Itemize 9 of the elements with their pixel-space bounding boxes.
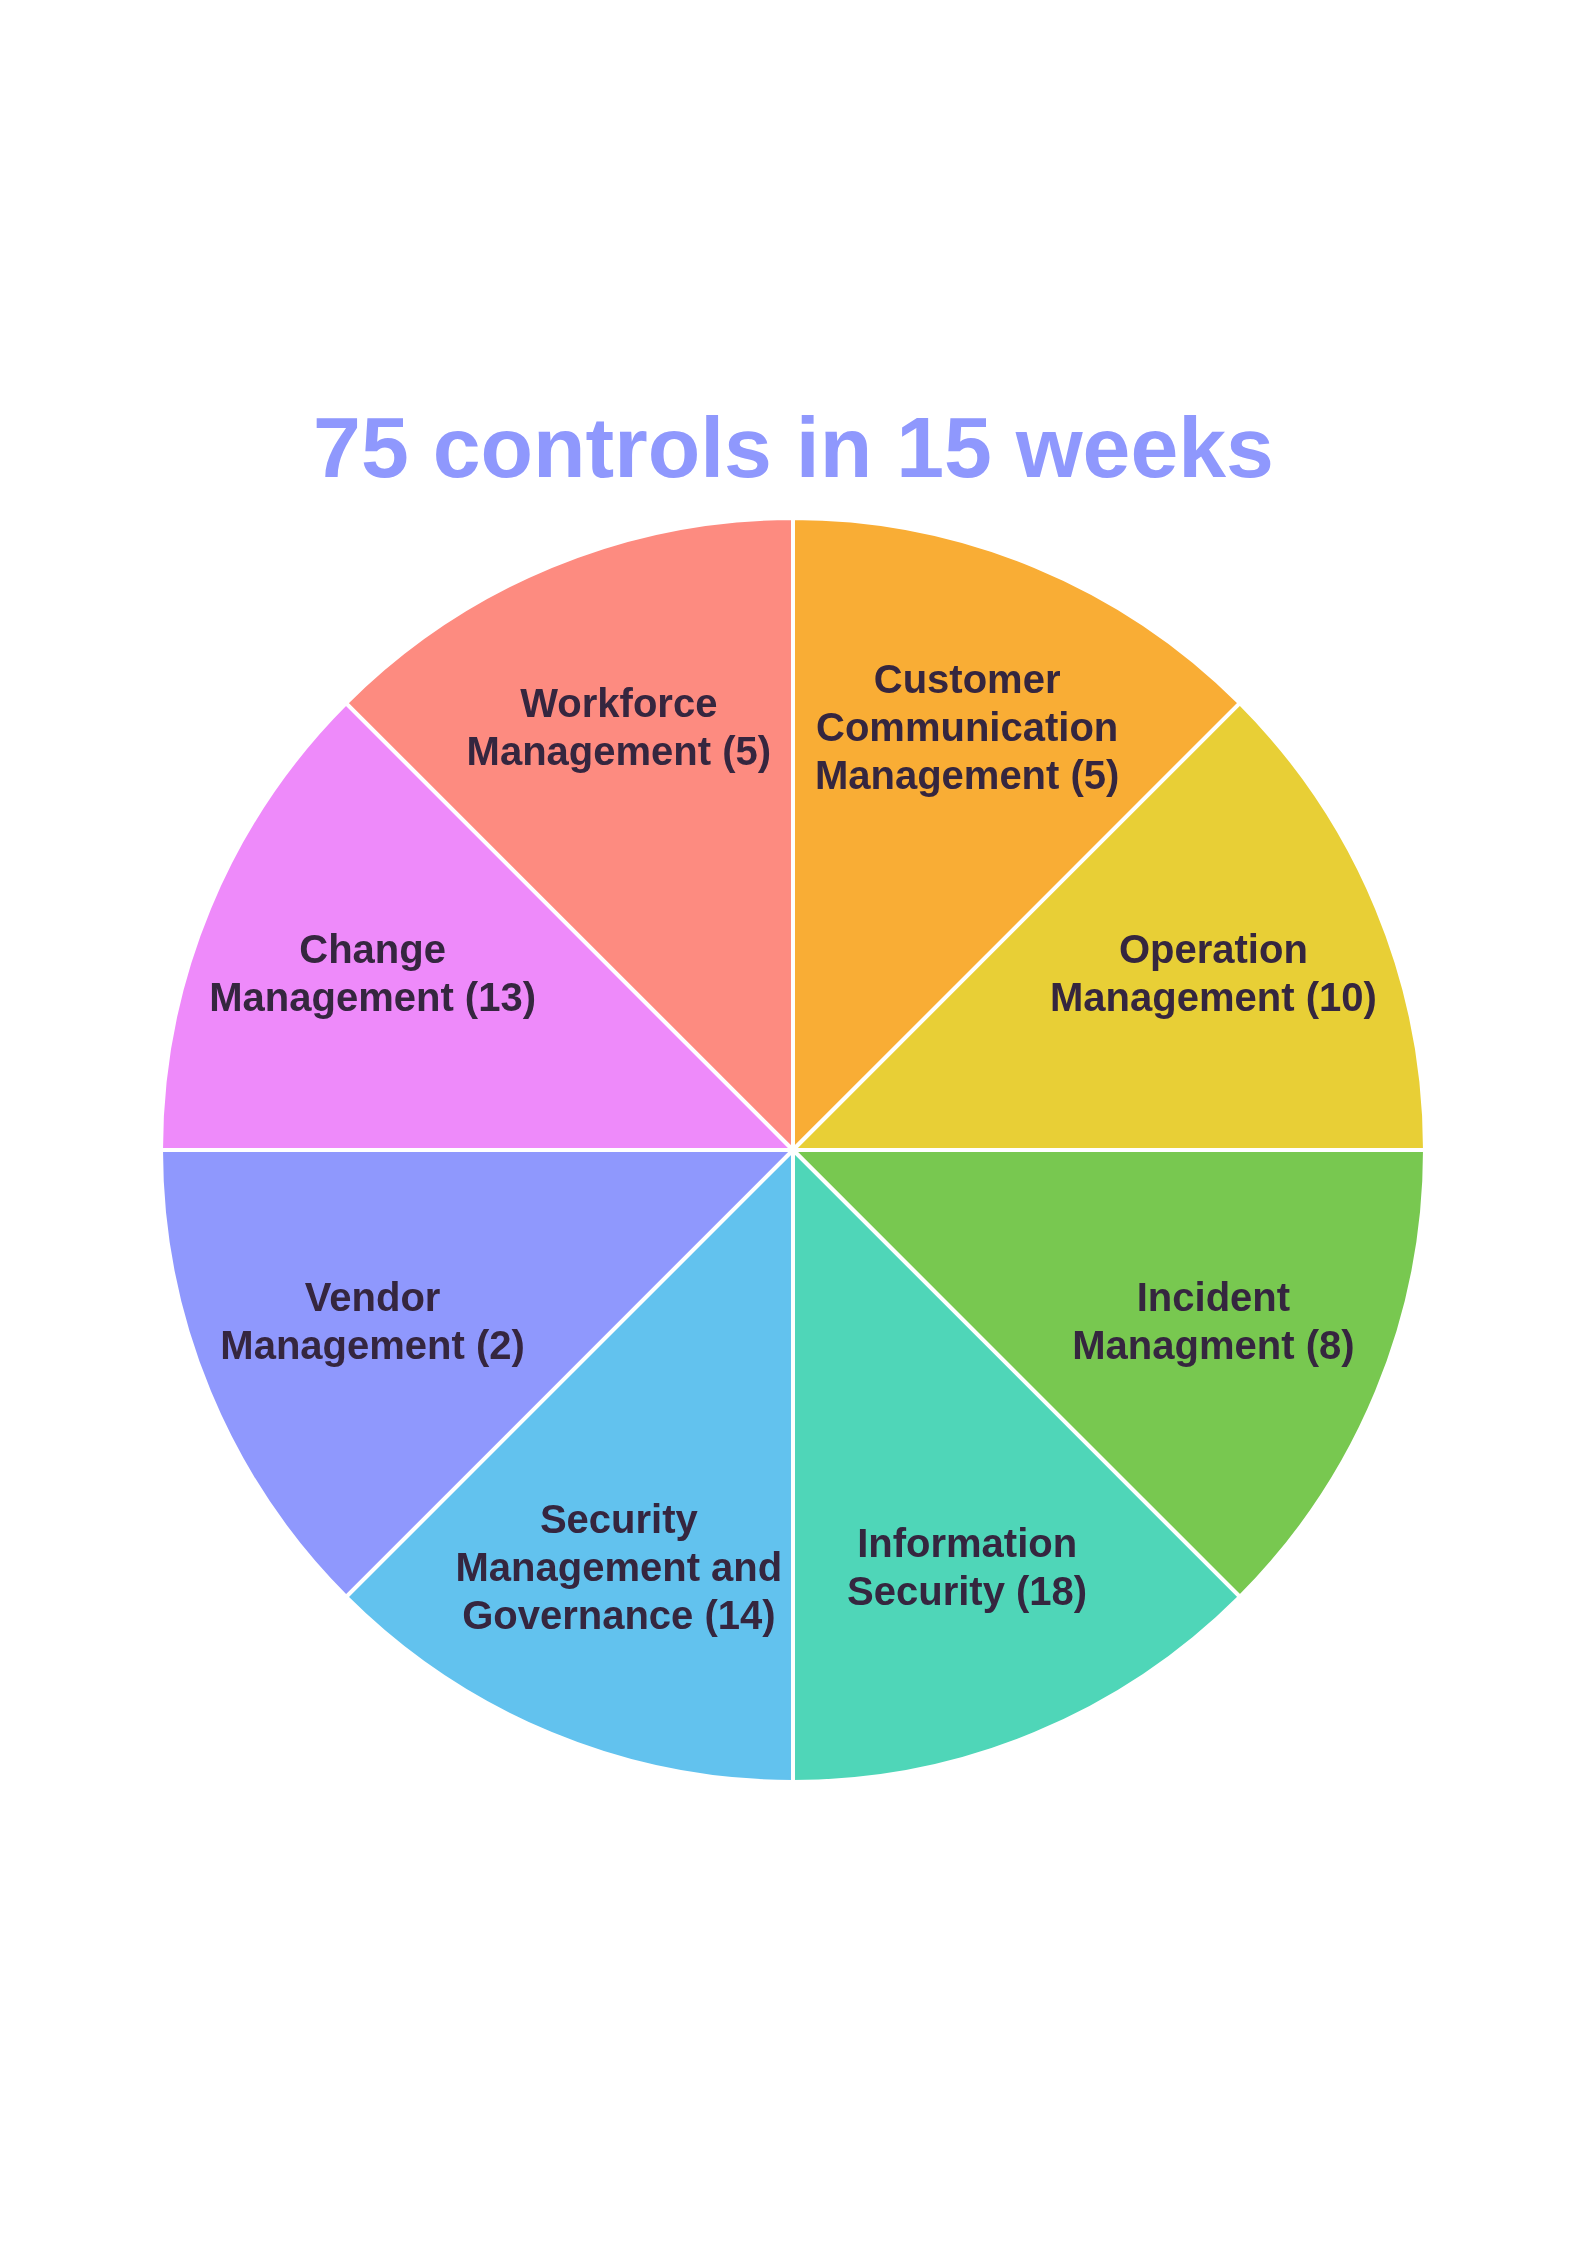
slice-label: Incident Managment (8)	[1072, 1275, 1355, 1368]
slice-label: Workforce Management (5)	[466, 680, 772, 773]
slice-label: Change Management (13)	[209, 926, 536, 1019]
slice-label: Customer Communication Management (5)	[814, 656, 1120, 797]
slice-label: Security Management and Governance (14)	[455, 1497, 783, 1638]
chart-title: 75 controls in 15 weeks	[312, 399, 1275, 495]
slice-label: Vendor Management (2)	[220, 1275, 525, 1368]
slice-label: Information Security (18)	[847, 1521, 1088, 1614]
slice-label: Operation Management (10)	[1050, 926, 1377, 1019]
